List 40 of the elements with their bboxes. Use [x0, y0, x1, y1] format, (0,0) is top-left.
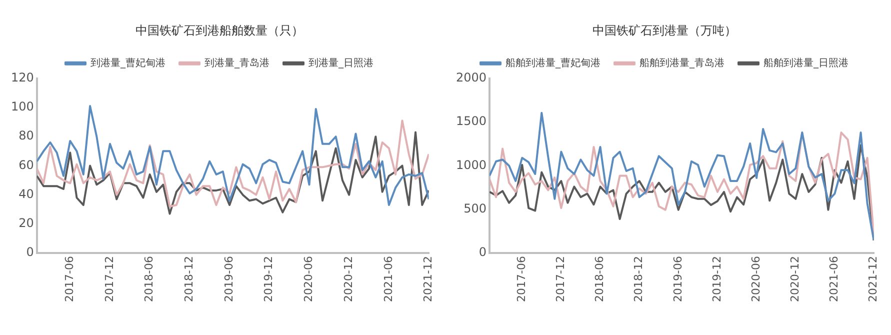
- x-tick-label: 2018-12: [182, 256, 196, 302]
- y-tick-label: 120: [11, 70, 34, 85]
- x-tick-label: 2017-12: [554, 256, 568, 302]
- y-tick-label: 500: [464, 202, 487, 216]
- y-tick-label: 0: [478, 245, 487, 260]
- x-tick-label: 2021-12: [866, 256, 880, 302]
- chart-title: 中国铁矿石到港船舶数量（只）: [136, 23, 304, 38]
- y-tick-label: 20: [18, 216, 34, 230]
- legend-label: 到港量_曹妃甸港: [90, 56, 166, 69]
- y-tick-label: 40: [18, 186, 34, 201]
- y-tick-label: 0: [26, 245, 34, 260]
- x-tick-label: 2020-12: [342, 256, 355, 302]
- legend-label: 到港量_日照港: [308, 56, 374, 69]
- y-tick-label: 100: [11, 100, 34, 114]
- x-tick-label: 2021-12: [422, 256, 435, 302]
- y-tick-label: 60: [18, 158, 34, 172]
- x-tick-label: 2017-06: [62, 256, 76, 302]
- x-tick-label: 2019-06: [222, 256, 236, 302]
- x-tick-label: 2021-06: [382, 256, 395, 302]
- x-tick-label: 2017-06: [514, 256, 528, 302]
- legend-label: 船舶到港量_曹妃甸港: [506, 56, 600, 69]
- y-tick-label: 2000: [456, 70, 487, 85]
- x-tick-label: 2021-06: [828, 256, 841, 302]
- y-tick-label: 1000: [456, 158, 487, 172]
- x-tick-label: 2018-06: [593, 256, 606, 302]
- x-tick-label: 2019-12: [262, 256, 276, 302]
- x-tick-label: 2020-06: [302, 256, 316, 302]
- y-tick-label: 80: [18, 128, 34, 143]
- y-tick-label: 1500: [456, 114, 487, 128]
- x-tick-label: 2018-06: [142, 256, 156, 302]
- x-tick-label: 2020-06: [749, 256, 762, 302]
- x-tick-label: 2019-06: [671, 256, 684, 302]
- x-tick-label: 2020-12: [788, 256, 802, 302]
- x-tick-label: 2019-12: [710, 256, 724, 302]
- chart-title: 中国铁矿石到港量（万吨）: [592, 23, 736, 38]
- legend-label: 船舶到港量_日照港: [764, 56, 848, 69]
- legend-label: 到港量_青岛港: [204, 56, 270, 69]
- legend-label: 船舶到港量_青岛港: [640, 56, 724, 69]
- x-tick-label: 2018-12: [632, 256, 646, 302]
- x-tick-label: 2017-12: [102, 256, 116, 302]
